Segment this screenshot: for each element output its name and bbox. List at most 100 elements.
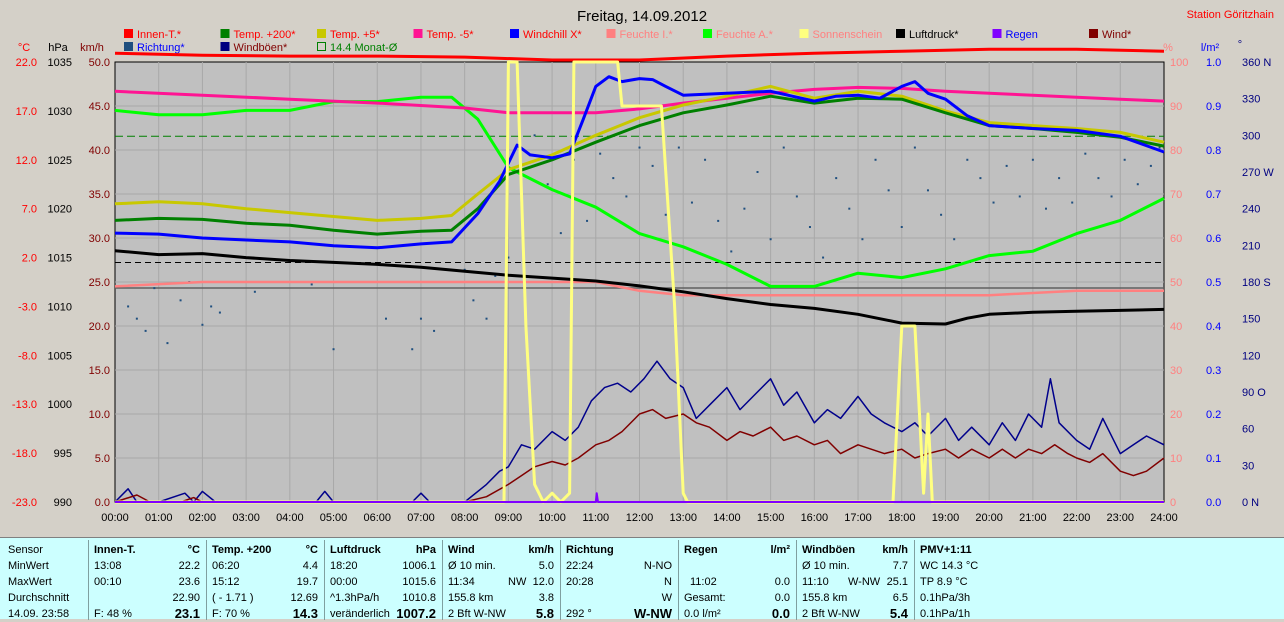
x-tick-label: 15:00	[757, 512, 785, 524]
wind-avg-label: Ø 10 min.	[448, 560, 496, 572]
direction-point	[1110, 195, 1113, 198]
direction-point	[201, 323, 204, 326]
wind-max-value: 12.0	[532, 576, 554, 588]
legend-label: Luftdruck*	[909, 29, 959, 41]
druck-trend: ^1.3hPa/h	[330, 592, 380, 604]
wind-avg-value: 5.0	[538, 560, 554, 572]
pmv-trend-1h: 0.1hPa/1h	[920, 608, 971, 620]
rain-tick-label: 0.4	[1206, 321, 1221, 333]
druck-column: Luftdruck hPa 18:20 1006.1 00:00 1015.6 ^1.…	[330, 542, 436, 622]
direction-point	[808, 226, 811, 228]
direction-point	[546, 183, 549, 186]
legend-entry: Richtung*	[124, 42, 185, 54]
x-tick-label: 21:00	[1019, 512, 1047, 524]
separator	[560, 540, 561, 620]
direction-point	[874, 158, 877, 161]
direction-point	[384, 317, 387, 320]
sensor-column: Sensor MinWert MaxWert Durchschnitt 14.0…	[8, 542, 84, 622]
series-line-wind	[114, 408, 1165, 503]
x-tick-label: 17:00	[844, 512, 872, 524]
x-tick-label: 06:00	[363, 512, 391, 524]
dir-tick-label: 150	[1242, 314, 1260, 326]
legend-entry: Temp. +5*	[317, 29, 381, 41]
legend-swatch	[510, 29, 519, 38]
richtung-header: Richtung	[566, 544, 614, 556]
press-unit-label: hPa	[48, 42, 68, 54]
wind-tick-label: 25.0	[89, 277, 110, 289]
direction-point	[332, 348, 335, 351]
direction-point	[1097, 177, 1100, 180]
legend-entry: Luftdruck*	[896, 29, 959, 41]
legend-swatch	[220, 42, 230, 51]
richtung-min-time: 22:24	[566, 560, 594, 572]
pmv-trend-3h: 0.1hPa/3h	[920, 592, 971, 604]
boeen-avg-label: Ø 10 min.	[802, 560, 850, 572]
separator	[914, 540, 915, 620]
direction-point	[664, 213, 667, 216]
richtung-column: Richtung 22:24 N-NO 20:28 N W 292 ° W-NW	[566, 542, 672, 622]
chart-title: Freitag, 14.09.2012	[577, 8, 707, 25]
dir-tick-label: 270 W	[1242, 167, 1274, 179]
legend-label: Feuchte A.*	[716, 29, 774, 41]
druck-avg-value: 1010.8	[402, 592, 436, 604]
legend-swatch	[124, 29, 133, 38]
press-tick-label: 1010	[48, 301, 72, 313]
summary-table: Sensor MinWert MaxWert Durchschnitt 14.0…	[0, 537, 1284, 622]
temp-tick-label: -23.0	[12, 497, 37, 509]
direction-point	[599, 152, 602, 155]
legend-label: 14.4 Monat-Ø	[330, 42, 398, 54]
direction-point	[1044, 207, 1047, 210]
direction-point	[690, 201, 693, 204]
direction-point	[1058, 177, 1061, 180]
richtung-min-value: N-NO	[643, 560, 672, 572]
direction-point	[472, 299, 475, 302]
direction-point	[651, 164, 654, 167]
direction-point	[494, 274, 497, 277]
boeen-max-value: 25.1	[886, 576, 908, 588]
boeen-header: Windböen	[802, 544, 856, 556]
press-tick-label: 1030	[48, 106, 72, 118]
innen-max-value: 23.6	[178, 576, 200, 588]
direction-point	[992, 201, 995, 204]
legend: Innen-T.* Temp. +200* Temp. +5* Temp. -5* Wi…	[124, 29, 1132, 54]
separator	[442, 540, 443, 620]
wind-tick-label: 5.0	[95, 453, 110, 465]
direction-point	[887, 189, 890, 192]
rain-tick-label: 0.8	[1206, 145, 1221, 157]
sensor-min-label: MinWert	[8, 560, 49, 572]
direction-point	[1123, 158, 1126, 161]
innen-avg-value: 22.90	[172, 592, 200, 604]
temp200-max-time: 15:12	[212, 576, 240, 588]
rain-tick-label: 0.9	[1206, 101, 1221, 113]
wind-tick-label: 10.0	[89, 409, 110, 421]
direction-point	[1031, 158, 1034, 161]
dir-unit-label: °	[1238, 39, 1242, 51]
direction-point	[144, 329, 147, 332]
dir-tick-label: 210	[1242, 240, 1260, 252]
wind-tick-label: 15.0	[89, 365, 110, 377]
temp200-avg-note: ( - 1.71 )	[212, 592, 254, 604]
direction-point	[166, 342, 169, 345]
legend-swatch	[1089, 29, 1098, 38]
x-tick-label: 08:00	[451, 512, 479, 524]
legend-label: Windchill X*	[523, 29, 582, 41]
humid-tick-label: 50	[1170, 277, 1182, 289]
direction-point	[559, 232, 562, 235]
legend-label: Wind*	[1102, 29, 1132, 41]
innen-humidity: F: 48 %	[94, 608, 132, 620]
boeen-current-value: 5.4	[889, 606, 908, 621]
rain-tick-label: 0.0	[1206, 497, 1221, 509]
boeen-day-avg: 6.5	[892, 592, 908, 604]
press-tick-label: 1015	[48, 253, 72, 265]
direction-point	[795, 195, 798, 198]
druck-unit: hPa	[415, 544, 436, 556]
sensor-current-label: 14.09. 23:58	[8, 608, 70, 620]
boeen-bft: 2 Bft W-NW	[802, 608, 860, 620]
direction-point	[756, 171, 759, 173]
wind-unit: km/h	[528, 544, 554, 556]
series-line-innen-t	[114, 47, 1165, 62]
regen-current-value: 0.0	[771, 606, 790, 621]
humid-tick-label: 30	[1170, 365, 1182, 377]
wind-tick-label: 30.0	[89, 233, 110, 245]
temp-tick-label: 12.0	[16, 155, 37, 167]
